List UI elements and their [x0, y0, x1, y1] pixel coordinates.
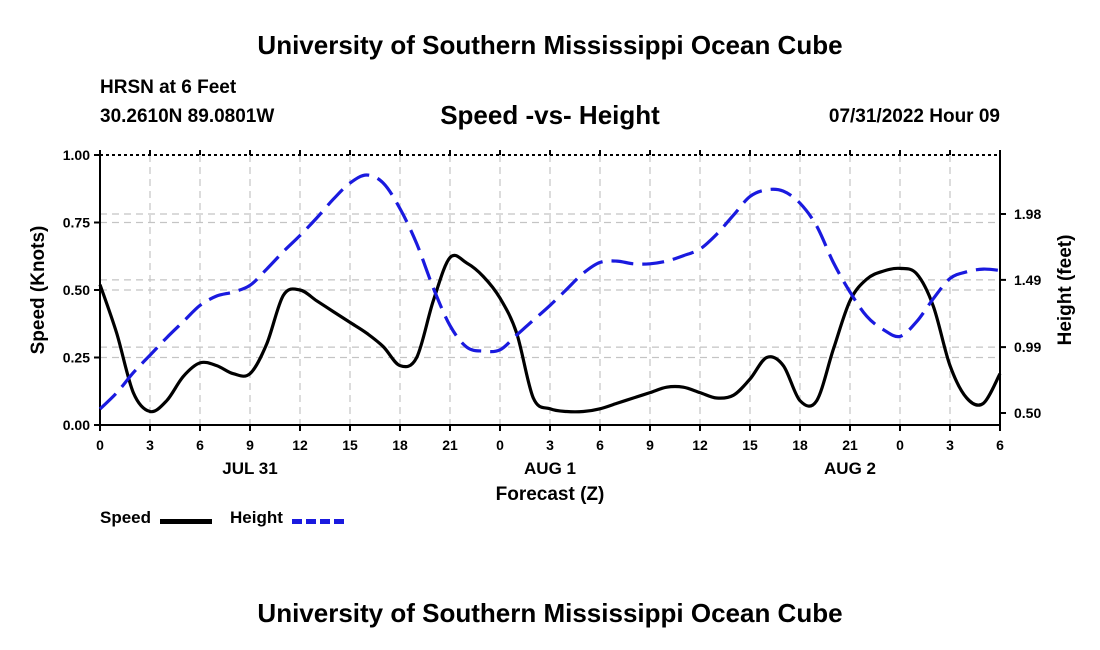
y-tick-label: 0.25	[63, 350, 90, 366]
x-tick-label: 6	[996, 437, 1004, 453]
date-label: AUG 1	[524, 459, 576, 478]
y2-axis-title: Height (feet)	[1055, 235, 1076, 346]
y-tick-label: 0.00	[63, 417, 90, 433]
chart-title: Speed -vs- Height	[440, 100, 660, 130]
x-axis-title: Forecast (Z)	[496, 484, 605, 505]
legend-speed-swatch	[160, 519, 212, 524]
x-tick-label: 18	[792, 437, 808, 453]
footer-title: University of Southern Mississippi Ocean…	[257, 598, 843, 628]
x-tick-label: 3	[146, 437, 154, 453]
x-tick-label: 0	[896, 437, 904, 453]
y-axis-title: Speed (Knots)	[28, 226, 49, 355]
series-line-height	[98, 173, 1001, 411]
x-tick-label: 6	[196, 437, 204, 453]
date-label: AUG 2	[824, 459, 876, 478]
x-tick-label: 12	[292, 437, 308, 453]
legend-height-label: Height	[230, 508, 283, 527]
y-tick-label: 1.00	[63, 147, 90, 163]
x-tick-label: 15	[742, 437, 758, 453]
x-tick-label: 18	[392, 437, 408, 453]
x-tick-label: 9	[646, 437, 654, 453]
date-label: JUL 31	[222, 459, 277, 478]
x-tick-label: 3	[946, 437, 954, 453]
coordinates-label: 30.2610N 89.0801W	[100, 106, 275, 127]
x-tick-label: 15	[342, 437, 358, 453]
legend-speed-label: Speed	[100, 508, 152, 527]
x-tick-label: 6	[596, 437, 604, 453]
x-tick-label: 0	[96, 437, 104, 453]
y-tick-label: 0.50	[63, 282, 90, 298]
x-tick-label: 21	[842, 437, 858, 453]
y-tick-label: 0.75	[63, 215, 90, 231]
station-label: HRSN at 6 Feet	[100, 77, 237, 98]
x-tick-label: 21	[442, 437, 458, 453]
legend-height-swatch	[292, 519, 344, 524]
x-tick-label: 0	[496, 437, 504, 453]
y2-tick-label: 0.50	[1014, 405, 1041, 421]
timestamp-label: 07/31/2022 Hour 09	[828, 106, 1000, 127]
x-tick-label: 9	[246, 437, 254, 453]
y2-tick-label: 0.99	[1014, 339, 1041, 355]
series-line-speed	[98, 253, 1002, 414]
page-title: University of Southern Mississippi Ocean…	[257, 30, 843, 60]
y2-tick-label: 1.49	[1014, 272, 1041, 288]
x-tick-label: 12	[692, 437, 708, 453]
x-tick-label: 3	[546, 437, 554, 453]
y2-tick-label: 1.98	[1014, 206, 1041, 222]
